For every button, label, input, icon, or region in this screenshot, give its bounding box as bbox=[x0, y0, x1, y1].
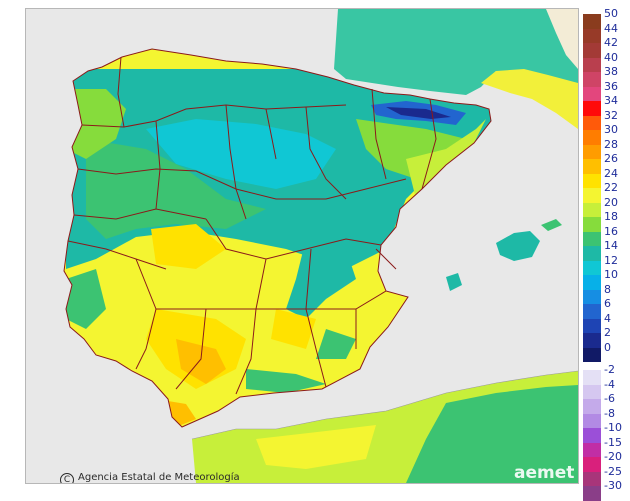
legend-swatch bbox=[583, 370, 601, 385]
copyright-icon: C bbox=[60, 473, 74, 483]
legend-label: -30 bbox=[604, 479, 622, 492]
france-south-warm bbox=[481, 69, 578, 129]
legend-label: 20 bbox=[604, 195, 618, 209]
legend-swatch bbox=[583, 43, 601, 58]
legend-swatch bbox=[583, 486, 601, 501]
legend-label: 10 bbox=[604, 268, 618, 281]
france-uncolored-edge bbox=[546, 9, 578, 69]
temperature-fields bbox=[66, 69, 491, 427]
legend-label: 26 bbox=[604, 152, 618, 165]
legend-label: 44 bbox=[604, 21, 618, 35]
temperature-map: C Agencia Estatal de Meteorología aemet bbox=[25, 8, 579, 484]
legend-label: 16 bbox=[604, 224, 618, 238]
legend-label: 2 bbox=[604, 326, 611, 339]
legend-label: 42 bbox=[604, 36, 618, 49]
province-boundaries bbox=[63, 48, 492, 428]
legend-label: 6 bbox=[604, 297, 611, 310]
legend-swatch bbox=[583, 399, 601, 414]
legend-swatch bbox=[583, 14, 601, 29]
legend-swatch bbox=[583, 57, 601, 72]
legend-swatch bbox=[583, 318, 601, 333]
legend-label: 50 bbox=[604, 7, 618, 20]
legend-label: 28 bbox=[604, 137, 618, 151]
legend-swatch bbox=[583, 347, 601, 362]
legend-label: 34 bbox=[604, 94, 618, 107]
credit-line: C Agencia Estatal de Meteorología bbox=[60, 472, 240, 483]
legend-swatch bbox=[583, 442, 601, 457]
legend-swatch bbox=[583, 457, 601, 472]
island-menorca bbox=[541, 219, 562, 231]
legend-swatch bbox=[583, 72, 601, 87]
credit-text: Agencia Estatal de Meteorología bbox=[78, 472, 240, 483]
legend-swatch bbox=[583, 101, 601, 116]
legend-label: 0 bbox=[604, 340, 611, 354]
legend-label: 18 bbox=[604, 210, 618, 223]
legend-swatch bbox=[583, 188, 601, 203]
legend-label: -10 bbox=[604, 421, 622, 434]
legend-swatch bbox=[583, 471, 601, 486]
legend-swatch bbox=[583, 428, 601, 443]
island-mallorca bbox=[496, 231, 540, 261]
legend-label: 32 bbox=[604, 108, 618, 122]
legend-label: -2 bbox=[604, 363, 615, 376]
legend-label: 8 bbox=[604, 282, 611, 296]
legend-label: 14 bbox=[604, 239, 618, 252]
legend-swatch bbox=[583, 217, 601, 232]
legend-swatch bbox=[583, 28, 601, 43]
legend-swatch bbox=[583, 333, 601, 348]
legend-swatch bbox=[583, 413, 601, 428]
legend-label: -4 bbox=[604, 377, 615, 391]
legend-swatch bbox=[583, 144, 601, 159]
legend-swatch bbox=[583, 173, 601, 188]
legend-label: 36 bbox=[604, 79, 618, 93]
legend-label: -8 bbox=[604, 406, 615, 420]
legend-swatch bbox=[583, 202, 601, 217]
legend-label: 12 bbox=[604, 253, 618, 267]
color-legend: 50 44 42 40 38 36 34 32 30 28 26 24 22 20 18 16 14 12 10 8 6… bbox=[580, 7, 630, 501]
legend-label: -25 bbox=[604, 464, 622, 478]
france-land bbox=[334, 9, 578, 95]
legend-swatch bbox=[583, 86, 601, 101]
legend-label: 4 bbox=[604, 311, 611, 325]
legend-label: 30 bbox=[604, 123, 618, 136]
legend-label: 40 bbox=[604, 50, 618, 64]
africa-coast bbox=[191, 370, 578, 440]
aemet-logo: aemet bbox=[514, 463, 575, 483]
africa-cool bbox=[406, 385, 578, 483]
legend-label: -20 bbox=[604, 450, 622, 463]
legend-label: -15 bbox=[604, 435, 622, 449]
legend-label: 22 bbox=[604, 181, 618, 194]
legend-swatch bbox=[583, 260, 601, 275]
legend-swatch bbox=[583, 275, 601, 290]
legend-label: 24 bbox=[604, 166, 618, 180]
legend-swatch bbox=[583, 289, 601, 304]
legend-swatch bbox=[583, 384, 601, 399]
legend-swatch bbox=[583, 115, 601, 130]
legend-swatch bbox=[583, 231, 601, 246]
legend-swatch bbox=[583, 159, 601, 174]
legend-label: 38 bbox=[604, 65, 618, 78]
island-ibiza bbox=[446, 273, 462, 291]
legend-swatch bbox=[583, 246, 601, 261]
legend-label: -6 bbox=[604, 392, 615, 405]
legend-swatch bbox=[583, 304, 601, 319]
africa-warm bbox=[256, 425, 376, 469]
map-canvas bbox=[63, 9, 578, 483]
legend-swatch bbox=[583, 130, 601, 145]
